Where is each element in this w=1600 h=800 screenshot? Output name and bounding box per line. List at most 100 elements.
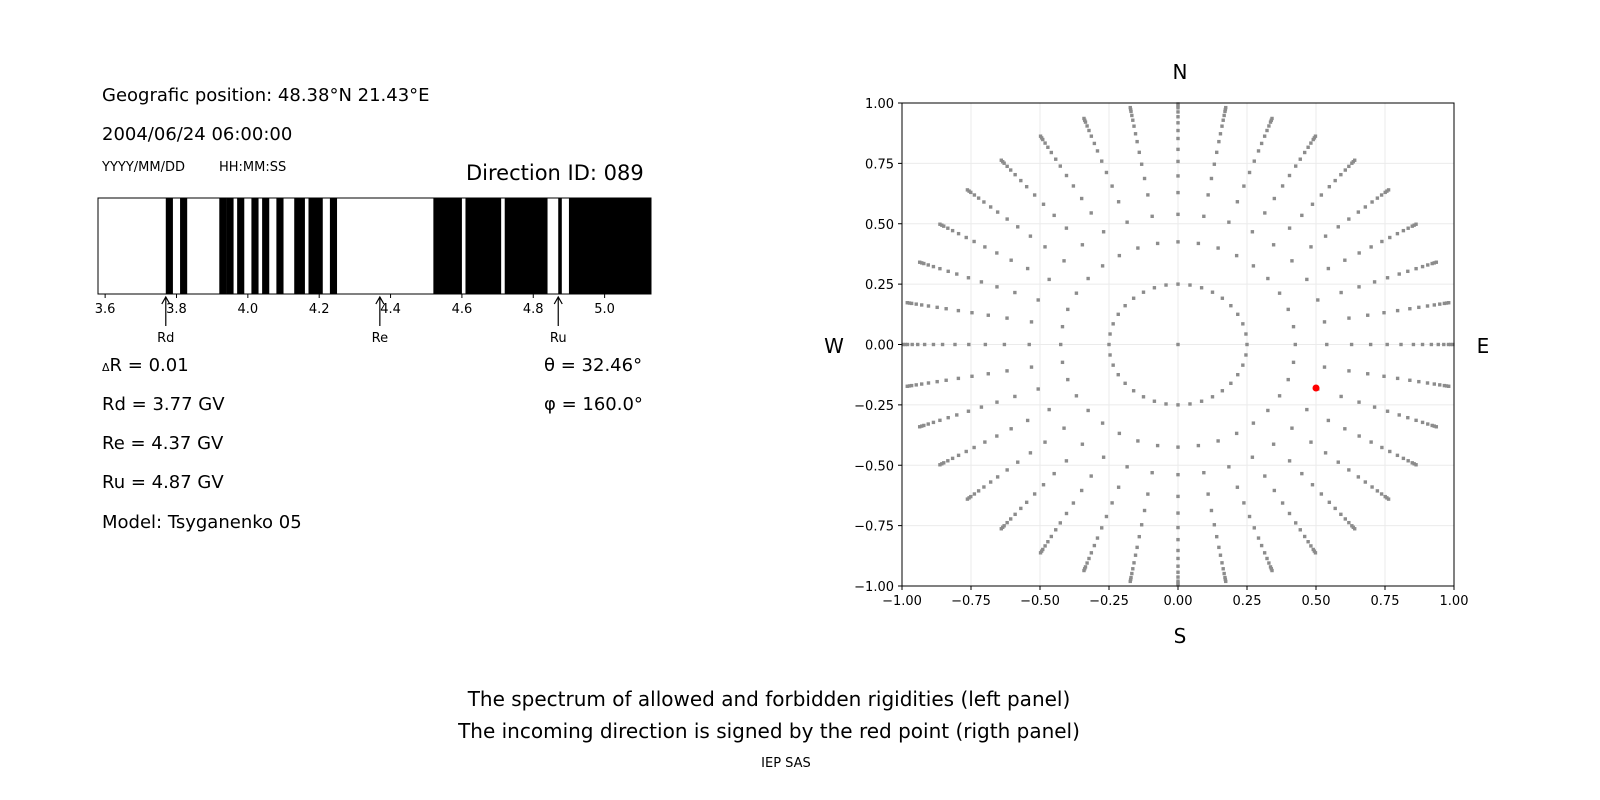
direction-point bbox=[1406, 415, 1410, 420]
direction-point bbox=[1333, 506, 1337, 511]
direction-point bbox=[1406, 459, 1410, 463]
direction-point bbox=[1141, 290, 1146, 294]
direction-point bbox=[1202, 470, 1206, 475]
direction-point bbox=[1111, 363, 1115, 367]
direction-point bbox=[1142, 508, 1147, 513]
direction-point bbox=[1117, 253, 1122, 258]
direction-point bbox=[1311, 137, 1315, 142]
direction-point bbox=[1351, 525, 1355, 529]
direction-point bbox=[1083, 565, 1088, 569]
direction-point bbox=[1352, 527, 1357, 531]
rd-value: Rd = 3.77 GV bbox=[102, 394, 225, 415]
direction-point bbox=[967, 496, 971, 500]
direction-point bbox=[1176, 342, 1180, 347]
direction-point bbox=[1130, 571, 1134, 576]
direction-point bbox=[1133, 553, 1138, 557]
direction-point bbox=[1395, 231, 1400, 236]
direction-point bbox=[1251, 264, 1256, 268]
direction-point bbox=[1343, 168, 1347, 172]
direction-point bbox=[956, 376, 961, 381]
direction-point bbox=[1397, 413, 1401, 417]
direction-point bbox=[1311, 547, 1315, 552]
direction-point bbox=[1347, 520, 1351, 525]
direction-point bbox=[1401, 456, 1406, 461]
direction-point bbox=[976, 196, 981, 200]
arrow-head-icon bbox=[375, 295, 385, 305]
direction-point bbox=[1095, 149, 1100, 153]
direction-point bbox=[1322, 365, 1327, 369]
direction-point bbox=[1280, 184, 1285, 188]
direction-point bbox=[1222, 571, 1226, 576]
direction-point bbox=[1108, 353, 1112, 357]
x-tick-label: 0.50 bbox=[1302, 594, 1331, 609]
direction-point bbox=[1100, 526, 1104, 530]
direction-point bbox=[1336, 460, 1340, 464]
direction-point bbox=[1142, 176, 1147, 181]
direction-point bbox=[1447, 301, 1451, 305]
direction-point bbox=[1019, 178, 1023, 183]
direction-point bbox=[1386, 188, 1391, 192]
direction-point bbox=[1013, 394, 1017, 399]
direction-point bbox=[1013, 290, 1017, 295]
direction-point bbox=[946, 415, 950, 420]
spectrum-band bbox=[237, 198, 245, 294]
x-tick-label: −0.75 bbox=[951, 594, 991, 609]
direction-point bbox=[940, 223, 944, 227]
direction-point bbox=[944, 378, 948, 382]
direction-point bbox=[1221, 118, 1225, 122]
marker-label-ru: Ru bbox=[550, 331, 567, 346]
theta-value: θ = 32.46° bbox=[544, 355, 643, 376]
direction-point bbox=[931, 342, 936, 347]
direction-point bbox=[1176, 174, 1180, 178]
direction-point bbox=[1266, 276, 1270, 281]
direction-point bbox=[901, 342, 905, 347]
direction-point bbox=[1287, 459, 1292, 463]
direction-point bbox=[1024, 184, 1029, 189]
direction-point bbox=[1210, 290, 1215, 294]
direction-point bbox=[1333, 178, 1337, 183]
direction-point bbox=[1047, 407, 1051, 412]
direction-point bbox=[1001, 525, 1005, 529]
direction-point bbox=[1176, 472, 1180, 477]
direction-point bbox=[1082, 568, 1086, 573]
direction-point bbox=[1300, 213, 1304, 218]
direction-point bbox=[1271, 243, 1276, 247]
direction-point bbox=[1267, 124, 1271, 128]
direction-point bbox=[1137, 534, 1141, 539]
direction-point bbox=[1323, 234, 1328, 238]
direction-point bbox=[1125, 465, 1129, 469]
direction-point bbox=[1312, 136, 1317, 140]
direction-point bbox=[1343, 427, 1347, 431]
direction-point bbox=[1141, 395, 1146, 399]
direction-point bbox=[1401, 228, 1406, 233]
direction-point bbox=[1349, 342, 1354, 347]
direction-point bbox=[1218, 553, 1223, 557]
direction-point bbox=[1309, 245, 1313, 249]
direction-point bbox=[1176, 240, 1180, 244]
direction-point bbox=[1046, 145, 1050, 149]
direction-point bbox=[1385, 342, 1389, 347]
x-tick-label: 4.6 bbox=[452, 302, 473, 317]
direction-point bbox=[914, 383, 918, 387]
direction-point bbox=[1306, 145, 1310, 149]
direction-point bbox=[1079, 196, 1084, 201]
direction-point bbox=[1305, 407, 1309, 412]
arrow-head-icon bbox=[161, 295, 171, 305]
direction-point bbox=[1268, 565, 1273, 569]
direction-point bbox=[1135, 545, 1139, 550]
direction-point bbox=[1202, 214, 1206, 219]
x-tick-label: 3.8 bbox=[166, 302, 187, 317]
direction-point bbox=[1210, 395, 1215, 399]
direction-point bbox=[1444, 301, 1449, 305]
direction-point bbox=[1128, 579, 1132, 584]
direction-point bbox=[1408, 307, 1412, 311]
direction-point bbox=[1074, 394, 1079, 398]
direction-point bbox=[1227, 465, 1231, 469]
direction-point bbox=[1206, 193, 1210, 197]
direction-point bbox=[1316, 298, 1320, 302]
direction-point bbox=[1176, 583, 1180, 587]
direction-point bbox=[1164, 402, 1168, 406]
compass-south: S bbox=[1174, 624, 1187, 648]
direction-point bbox=[1176, 570, 1180, 574]
delta-r-value: R = 0.01 bbox=[109, 355, 189, 376]
